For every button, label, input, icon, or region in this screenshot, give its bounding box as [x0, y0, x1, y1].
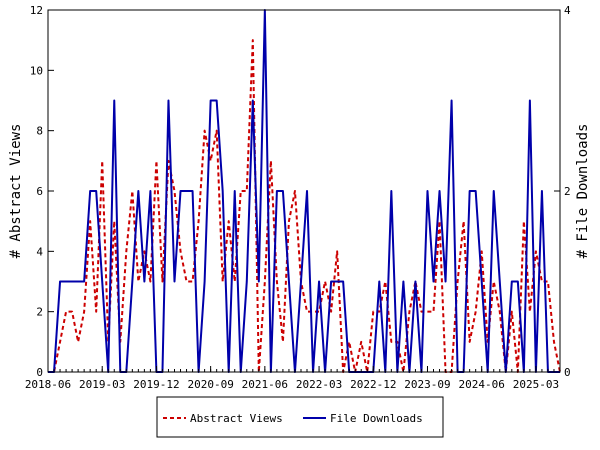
legend-label-abstract-views: Abstract Views	[190, 412, 283, 425]
y-axis-title-right: # File Downloads	[575, 124, 591, 259]
x-tick-label: 2022-12	[350, 378, 396, 391]
x-tick-label: 2019-03	[79, 378, 125, 391]
y-axis-title-left: # Abstract Views	[8, 124, 24, 259]
x-tick-label: 2019-12	[133, 378, 179, 391]
axes: 0 2 4 6 8 10 12 0 2 4 2018-06 2019-03 2019-12 2020-09…	[25, 4, 571, 391]
y-right-tick-label: 0	[564, 366, 571, 379]
y-left-tick-label: 6	[36, 185, 43, 198]
y-left-tick-label: 8	[36, 125, 43, 138]
y-left-tick-label: 10	[30, 64, 43, 77]
x-tick-label: 2021-06	[242, 378, 288, 391]
x-tick-label: 2023-09	[404, 378, 450, 391]
legend-box	[156, 396, 444, 438]
y-right-tick-label: 2	[564, 185, 571, 198]
legend-label-file-downloads: File Downloads	[330, 412, 423, 425]
y-left-tick-label: 0	[36, 366, 43, 379]
x-tick-label: 2020-09	[187, 378, 233, 391]
y-left-tick-label: 12	[30, 4, 43, 17]
x-tick-label: 2022-03	[296, 378, 342, 391]
y-left-tick-label: 2	[36, 306, 43, 319]
x-tick-label: 2018-06	[25, 378, 71, 391]
legend: Abstract Views File Downloads	[156, 396, 444, 438]
x-tick-label: 2024-06	[459, 378, 505, 391]
y-left-tick-label: 4	[36, 245, 43, 258]
series-line-file-downloads	[48, 9, 560, 373]
x-tick-label: 2025-03	[513, 378, 559, 391]
plot-area	[48, 9, 561, 373]
y-right-tick-label: 4	[564, 4, 571, 17]
